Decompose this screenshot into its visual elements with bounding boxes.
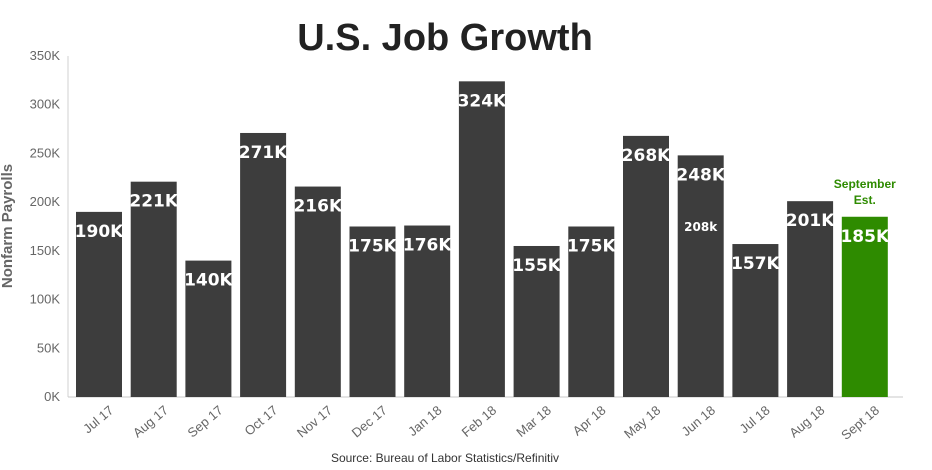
bar	[404, 225, 451, 397]
source-note: Source: Bureau of Labor Statistics/Refin…	[331, 451, 559, 465]
y-axis-ticks: 0K 50K 100K 150K 200K 250K 300K 350K	[30, 48, 61, 404]
y-tick-label: 50K	[37, 340, 60, 355]
data-label: 157K	[731, 254, 780, 274]
x-tick-label: Dec 17	[349, 402, 390, 440]
bar	[185, 260, 232, 397]
x-tick-label: Jul 17	[80, 402, 116, 436]
bar	[130, 181, 177, 397]
y-axis-label: Nonfarm Payrolls	[0, 164, 16, 288]
x-tick-label: Aug 18	[786, 402, 827, 440]
bar	[787, 201, 834, 397]
x-tick-label: Jul 18	[737, 402, 773, 436]
bars	[76, 81, 888, 398]
x-tick-label: Oct 17	[241, 402, 280, 438]
y-tick-label: 150K	[30, 243, 61, 258]
x-tick-label: Sep 17	[185, 402, 226, 440]
data-label: 324K	[458, 91, 507, 111]
highlight-note: Est.	[854, 193, 876, 207]
bar	[349, 226, 396, 397]
bar	[568, 226, 615, 397]
x-tick-label: Apr 18	[570, 402, 609, 438]
data-label: 176K	[403, 236, 452, 256]
y-tick-label: 200K	[30, 194, 61, 209]
bar	[513, 245, 560, 397]
bar	[677, 155, 724, 397]
bar	[458, 81, 505, 398]
data-label: 155K	[512, 256, 561, 276]
x-tick-label: Mar 18	[513, 402, 554, 440]
x-tick-label: Jun 18	[679, 402, 719, 439]
bar	[76, 211, 122, 397]
y-tick-label: 0K	[44, 389, 60, 404]
y-tick-label: 250K	[30, 145, 61, 160]
x-tick-label: Sept 18	[838, 402, 882, 442]
data-label: 271K	[239, 143, 288, 163]
bar	[240, 132, 287, 397]
highlight-note: September	[834, 177, 896, 191]
data-label: 140K	[184, 271, 233, 291]
data-label: 268K	[622, 146, 671, 166]
data-label: 190K	[75, 222, 124, 242]
annotation-label: 208k	[684, 220, 718, 234]
bar	[732, 244, 779, 397]
data-label: 201K	[786, 211, 835, 231]
bar	[623, 135, 669, 398]
y-tick-label: 100K	[30, 292, 61, 307]
data-label: 185K	[840, 227, 889, 247]
annotations: 208k September Est.	[684, 177, 896, 234]
x-tick-label: Aug 17	[130, 402, 171, 440]
bar	[841, 216, 888, 397]
x-tick-label: Feb 18	[459, 402, 500, 440]
x-tick-label: Jan 18	[405, 402, 445, 439]
chart-title: U.S. Job Growth	[297, 17, 593, 59]
y-tick-label: 350K	[30, 48, 61, 63]
data-label: 248K	[676, 165, 725, 185]
y-tick-label: 300K	[30, 97, 61, 112]
data-label: 175K	[348, 237, 397, 257]
bar	[294, 186, 341, 397]
data-label: 221K	[129, 192, 178, 212]
x-tick-label: Nov 17	[294, 402, 335, 440]
x-axis-ticks: Jul 17 Aug 17 Sep 17 Oct 17 Nov 17 Dec 17 Jan …	[80, 402, 882, 442]
x-tick-label: May 18	[621, 402, 663, 441]
data-label: 216K	[293, 197, 342, 217]
data-label: 175K	[567, 237, 616, 257]
